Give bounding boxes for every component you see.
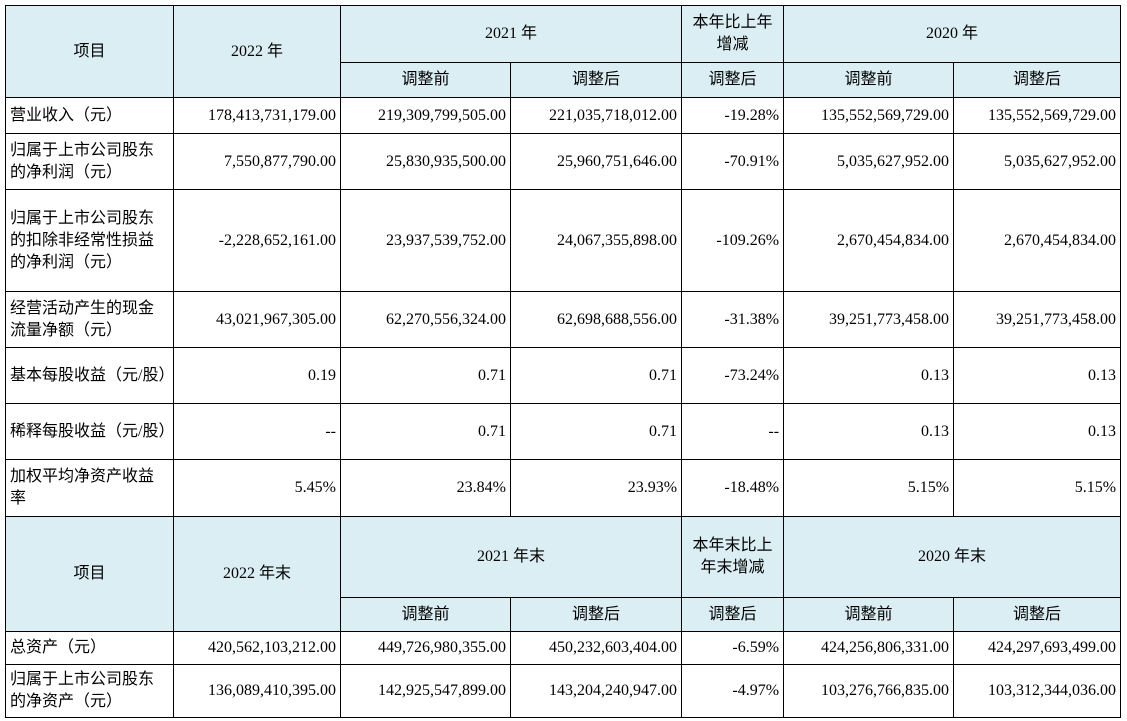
cell-2021-after: 0.71 [509,403,683,460]
cell-2021-before: 25,830,935,500.00 [340,133,511,190]
cell-change: -70.91% [681,133,785,190]
section2-header-row: 项目 2022 年末 2021 年末 本年末比上年末增减 2020 年末 [5,516,1122,632]
cell-2021-before: 0.71 [340,403,511,460]
cell-2022: 5.45% [173,459,341,517]
cell-change: -31.38% [681,291,785,348]
cell-2020-before: 39,251,773,458.00 [783,291,955,348]
header-2020: 2020 年 [783,5,1122,63]
cell-2021-after: 25,960,751,646.00 [509,133,683,190]
table-row: 归属于上市公司股东的净资产（元） 136,089,410,395.00 142,… [5,664,1122,718]
cell-2021-before: 23.84% [340,459,511,517]
cell-2020-after: 0.13 [953,347,1122,404]
header-2020-after: 调整后 [953,62,1122,98]
header-2022: 2022 年 [173,5,341,98]
cell-2020-before: 135,552,569,729.00 [783,97,955,134]
cell-2020-before: 5,035,627,952.00 [783,133,955,190]
header-2020-end: 2020 年末 [783,516,1122,598]
table-row: 经营活动产生的现金流量净额（元） 43,021,967,305.00 62,27… [5,291,1122,348]
section2-subheader-row: 调整前 调整后 调整后 调整前 调整后 [6,597,1122,632]
section1-header-row: 项目 2022 年 2021 年 本年比上年增减 2020 年 [5,5,1122,98]
row-label: 稀释每股收益（元/股） [5,403,174,460]
row-label: 归属于上市公司股东的净资产（元） [5,664,174,718]
cell-2021-after: 221,035,718,012.00 [509,97,683,134]
header-2020-before: 调整前 [783,597,955,632]
cell-change: -- [681,403,785,460]
header-2020-before: 调整前 [783,62,955,98]
cell-change: -18.48% [681,459,785,517]
header-2021-after: 调整后 [509,62,683,98]
header-2021-end: 2021 年末 [339,516,683,598]
cell-2022: 178,413,731,179.00 [173,97,341,134]
header-2022-end: 2022 年末 [173,516,341,632]
row-label: 经营活动产生的现金流量净额（元） [5,291,174,348]
header-change: 本年比上年增减 [681,5,785,63]
cell-2021-before: 219,309,799,505.00 [340,97,511,134]
cell-2021-after: 143,204,240,947.00 [509,664,683,718]
cell-2020-after: 5.15% [953,459,1122,517]
cell-2022: 0.19 [173,347,341,404]
header-2021-after: 调整后 [509,597,683,632]
cell-change: -6.59% [681,631,785,665]
cell-2021-after: 450,232,603,404.00 [509,631,683,665]
cell-2020-before: 103,276,766,835.00 [783,664,955,718]
header-2021-before: 调整前 [340,597,511,632]
cell-2020-before: 424,256,806,331.00 [783,631,955,665]
row-label: 加权平均净资产收益率 [5,459,174,517]
cell-2022: 7,550,877,790.00 [173,133,341,190]
cell-2022: 43,021,967,305.00 [173,291,341,348]
cell-2021-after: 0.71 [509,347,683,404]
cell-2020-after: 2,670,454,834.00 [953,189,1122,292]
row-label: 基本每股收益（元/股） [5,347,174,404]
cell-2021-after: 24,067,355,898.00 [509,189,683,292]
header-change-end: 本年末比上年末增减 [681,516,785,598]
cell-2020-after: 0.13 [953,403,1122,460]
row-label: 营业收入（元） [5,97,174,134]
cell-2021-before: 0.71 [340,347,511,404]
cell-change: -73.24% [681,347,785,404]
cell-2021-after: 23.93% [509,459,683,517]
cell-change: -19.28% [681,97,785,134]
cell-2022: 136,089,410,395.00 [173,664,341,718]
row-label: 总资产（元） [5,631,174,665]
cell-2020-after: 5,035,627,952.00 [953,133,1122,190]
financial-summary-table: 项目 2022 年 2021 年 本年比上年增减 2020 年 调整前 调整后 … [5,5,1122,718]
cell-2020-after: 424,297,693,499.00 [953,631,1122,665]
cell-change: -109.26% [681,189,785,292]
cell-2020-after: 39,251,773,458.00 [953,291,1122,348]
table-row: 归属于上市公司股东的扣除非经常性损益的净利润（元） -2,228,652,161… [5,189,1122,292]
header-2020-after: 调整后 [953,597,1122,632]
table-row: 基本每股收益（元/股） 0.19 0.71 0.71 -73.24% 0.13 … [5,347,1122,404]
cell-2022: -- [173,403,341,460]
table-row: 总资产（元） 420,562,103,212.00 449,726,980,35… [5,631,1122,665]
header-item: 项目 [5,516,174,632]
cell-2021-before: 23,937,539,752.00 [340,189,511,292]
cell-2020-before: 0.13 [783,403,955,460]
header-2021: 2021 年 [339,5,683,63]
cell-2020-before: 0.13 [783,347,955,404]
row-label: 归属于上市公司股东的扣除非经常性损益的净利润（元） [5,189,174,292]
row-label: 归属于上市公司股东的净利润（元） [5,133,174,190]
cell-2021-before: 62,270,556,324.00 [340,291,511,348]
header-2021-before: 调整前 [340,62,511,98]
table-row: 归属于上市公司股东的净利润（元） 7,550,877,790.00 25,830… [5,133,1122,190]
header-item: 项目 [5,5,174,98]
cell-2020-before: 2,670,454,834.00 [783,189,955,292]
section1-subheader-row: 调整前 调整后 调整后 调整前 调整后 [6,62,1122,98]
table-row: 稀释每股收益（元/股） -- 0.71 0.71 -- 0.13 0.13 [5,403,1122,460]
header-change-after: 调整后 [681,62,785,98]
cell-2021-before: 449,726,980,355.00 [340,631,511,665]
cell-2020-after: 135,552,569,729.00 [953,97,1122,134]
cell-2021-after: 62,698,688,556.00 [509,291,683,348]
cell-2020-before: 5.15% [783,459,955,517]
table-row: 加权平均净资产收益率 5.45% 23.84% 23.93% -18.48% 5… [5,459,1122,517]
cell-2022: 420,562,103,212.00 [173,631,341,665]
cell-change: -4.97% [681,664,785,718]
cell-2020-after: 103,312,344,036.00 [953,664,1122,718]
cell-2022: -2,228,652,161.00 [173,189,341,292]
cell-2021-before: 142,925,547,899.00 [340,664,511,718]
table-row: 营业收入（元） 178,413,731,179.00 219,309,799,5… [5,97,1122,134]
header-change-after: 调整后 [681,597,785,632]
